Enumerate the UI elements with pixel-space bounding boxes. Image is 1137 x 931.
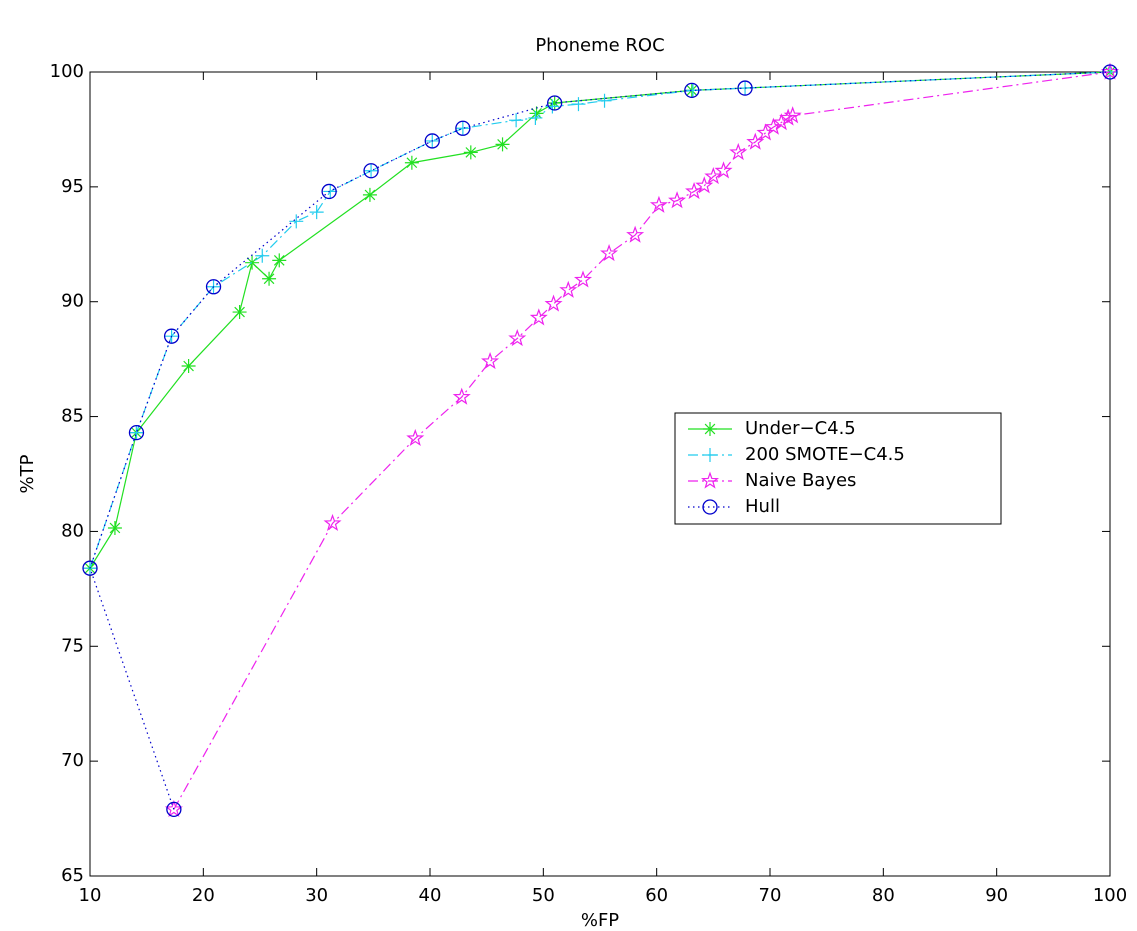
marker [107,520,122,535]
marker [406,428,425,447]
marker [166,801,182,818]
x-tick-label: 20 [192,885,215,906]
marker [626,225,645,243]
marker [764,117,783,135]
y-tick-label: 100 [50,61,84,82]
legend-label: Under−C4.5 [745,418,856,439]
marker [704,167,723,185]
legend-label: 200 SMOTE−C4.5 [745,444,905,465]
marker [547,96,562,111]
marker [181,359,196,374]
marker [272,253,287,268]
marker [756,123,775,141]
marker [452,387,471,405]
x-tick-label: 10 [79,885,102,906]
marker [364,163,379,178]
chart-title: Phoneme ROC [535,35,664,56]
marker [363,163,379,179]
marker [695,176,714,194]
marker [529,106,544,121]
marker [205,279,222,295]
marker [509,113,524,128]
marker [508,328,527,347]
marker [685,83,700,98]
x-tick-label: 70 [759,885,782,906]
x-tick-label: 30 [305,885,328,906]
marker [129,425,144,440]
marker [128,425,145,441]
marker [571,97,586,112]
x-tick-label: 80 [872,885,895,906]
marker [772,113,791,131]
marker [1102,64,1118,80]
marker [545,99,560,114]
marker [232,305,247,320]
legend-marker [700,471,720,489]
marker [544,294,563,312]
marker [309,205,324,220]
legend-marker [703,422,717,436]
plot-frame [89,71,1111,877]
marker [685,181,704,200]
marker [323,184,338,199]
marker [783,106,802,124]
y-tick-label: 80 [61,520,84,541]
x-tick-label: 40 [419,885,442,906]
marker [255,248,270,263]
y-tick-label: 85 [61,406,84,427]
marker [404,155,419,170]
marker [463,145,478,160]
marker [245,255,260,270]
marker [529,308,548,326]
marker [455,120,471,136]
y-tick-label: 70 [61,750,84,771]
marker [1100,62,1120,80]
x-tick-label: 100 [1093,885,1127,906]
legend-box [674,412,1002,525]
marker [262,271,277,286]
legend-marker [702,499,718,515]
marker [164,799,183,818]
x-tick-label: 50 [532,885,555,906]
marker [362,187,377,202]
marker [495,137,510,152]
series-line [89,71,1111,569]
legend-marker [703,448,717,462]
marker [82,560,98,576]
y-tick-label: 90 [61,291,84,312]
marker [649,195,668,213]
y-tick-label: 65 [61,865,84,886]
x-tick-label: 60 [645,885,668,906]
marker [573,270,593,288]
marker [163,328,180,344]
y-axis-label: %TP [17,454,38,493]
marker [600,243,619,262]
marker [481,351,500,370]
y-tick-label: 95 [61,176,84,197]
y-tick-label: 75 [61,635,84,656]
marker [668,191,687,209]
legend-label: Naive Bayes [745,470,856,491]
marker [597,93,612,108]
series-line [173,71,1111,810]
marker [321,183,337,200]
x-axis-label: %FP [581,910,619,931]
marker [323,513,342,532]
marker [528,110,543,125]
marker [714,161,733,179]
marker [424,133,440,149]
legend-label: Hull [745,496,780,517]
marker [559,280,578,298]
marker [455,121,470,136]
marker [737,80,753,96]
marker [729,142,748,161]
x-tick-label: 90 [985,885,1008,906]
marker [547,95,563,111]
marker [289,214,304,229]
marker [684,82,700,99]
